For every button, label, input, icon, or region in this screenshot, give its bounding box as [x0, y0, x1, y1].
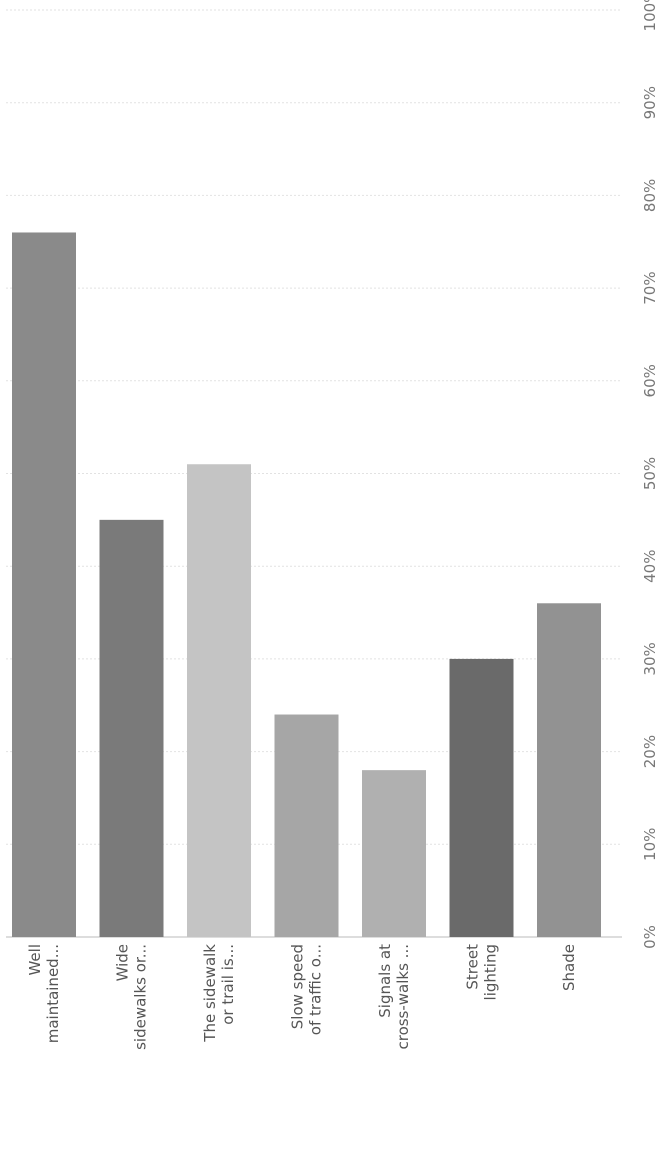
- bar: [274, 714, 339, 937]
- category-label: Slow speedof traffic o...: [289, 944, 325, 1035]
- tick-label: 60%: [641, 364, 659, 397]
- tick-label: 40%: [641, 550, 659, 583]
- category-label-line: Slow speed: [289, 944, 307, 1029]
- tick-label: 50%: [641, 457, 659, 490]
- tick-label: 70%: [641, 271, 659, 304]
- category-label-line: Well: [26, 944, 44, 976]
- category-label: The sidewalkor trail is...: [201, 944, 237, 1043]
- category-label-line: or trail is...: [219, 944, 237, 1025]
- category-label: Wellmaintained...: [26, 944, 62, 1043]
- tick-label: 20%: [641, 735, 659, 768]
- category-label: Widesidewalks or...: [114, 944, 150, 1050]
- category-label-line: sidewalks or...: [132, 944, 150, 1050]
- category-label-line: The sidewalk: [201, 944, 219, 1043]
- category-label-line: of traffic o...: [307, 944, 325, 1035]
- tick-label: 30%: [641, 642, 659, 675]
- bar: [537, 603, 601, 937]
- bar: [12, 232, 76, 938]
- category-label-line: Signals at: [376, 944, 394, 1018]
- category-label: Signals atcross-walks ...: [376, 944, 412, 1050]
- tick-label: 0%: [641, 925, 659, 949]
- value-axis: 0% 10% 20% 30% 40% 50% 60% 70% 80% 90% 100%: [641, 0, 659, 949]
- category-label-line: maintained...: [44, 944, 62, 1043]
- bar: [449, 658, 514, 937]
- category-label: Shade: [560, 944, 578, 991]
- category-label-line: lighting: [482, 944, 500, 1000]
- tick-label: 80%: [641, 179, 659, 212]
- tick-label: 100%: [641, 0, 659, 31]
- category-label: Streetlighting: [464, 944, 500, 1001]
- tick-label: 90%: [641, 86, 659, 119]
- category-label-line: Wide: [114, 944, 132, 981]
- bar: [99, 519, 164, 937]
- bar: [362, 770, 426, 937]
- bar: [187, 464, 251, 937]
- bars: [12, 232, 601, 938]
- tick-label: 10%: [641, 828, 659, 861]
- category-label-line: Street: [464, 944, 482, 990]
- category-label-line: Shade: [560, 944, 578, 991]
- category-label-line: cross-walks ...: [394, 944, 412, 1050]
- category-labels: Wellmaintained... Widesidewalks or... The …: [26, 944, 578, 1050]
